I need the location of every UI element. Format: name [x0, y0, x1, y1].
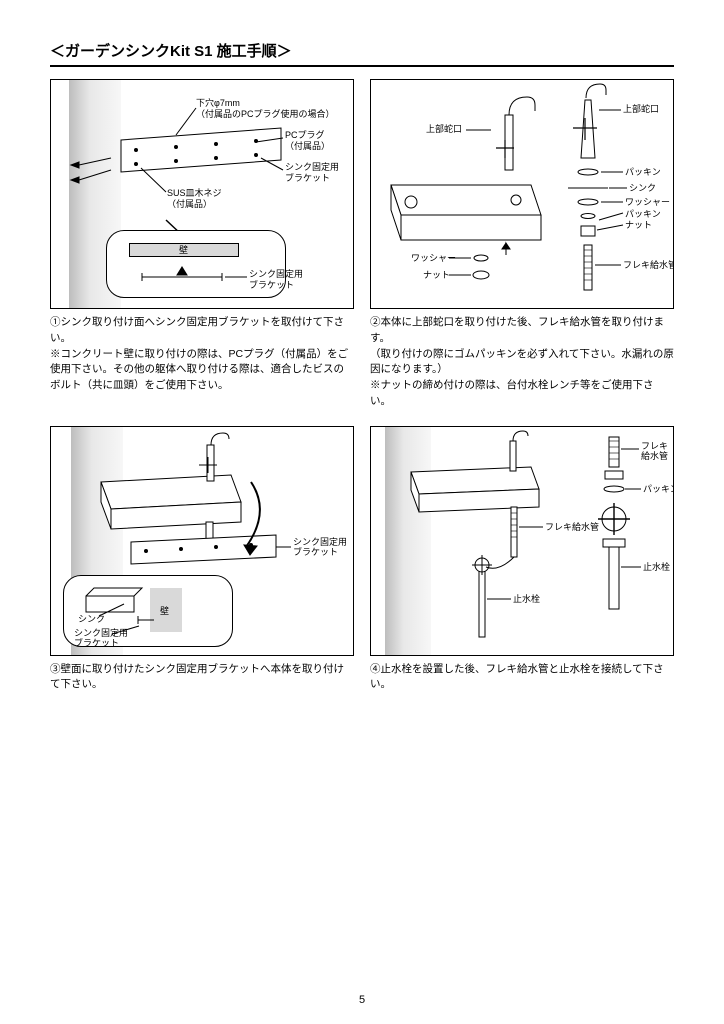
label-washer-r: ワッシャー: [625, 197, 670, 208]
label-pcplug: PCプラグ （付属品）: [285, 130, 330, 152]
step-3-panel: シンク固定用 ブラケット 壁: [50, 426, 354, 694]
label-flex-top: フレキ 給水管: [641, 441, 668, 463]
label-callout-bracket: シンク固定用 ブラケット: [249, 269, 303, 291]
page-title: ＜ガーデンシンクKit S1 施工手順＞: [50, 40, 674, 67]
label-bracket3: シンク固定用 ブラケット: [293, 537, 347, 559]
step-1-figure: 下穴φ7mm （付属品のPCプラグ使用の場合） PCプラグ （付属品） シンク固…: [50, 79, 354, 309]
label-packing4: パッキン: [643, 484, 674, 495]
label-flex: フレキ給水管: [623, 260, 674, 271]
label-bracket: シンク固定用 ブラケット: [285, 162, 339, 184]
page-number: 5: [359, 994, 365, 1006]
step-3-figure: シンク固定用 ブラケット 壁: [50, 426, 354, 656]
steps-grid: 下穴φ7mm （付属品のPCプラグ使用の場合） PCプラグ （付属品） シンク固…: [50, 79, 674, 693]
label-hole: 下穴φ7mm （付属品のPCプラグ使用の場合）: [196, 98, 335, 120]
step-1-callout: 壁 シンク固定用 ブラケット: [106, 230, 286, 298]
label-sink3: シンク: [78, 614, 105, 625]
step-4-figure: フレキ 給水管 パッキン 止水栓 フレキ給水管 止水栓: [370, 426, 674, 656]
label-faucet-left: 上部蛇口: [426, 124, 462, 135]
label-sink: シンク: [629, 183, 656, 194]
label-packing1: パッキン: [625, 167, 661, 178]
label-packing2: パッキン: [625, 209, 661, 220]
label-nut-r: ナット: [625, 220, 652, 231]
step-2-caption: ②本体に上部蛇口を取り付けた後、フレキ給水管を取り付けます。 （取り付けの際にゴ…: [370, 315, 674, 410]
label-faucet-right: 上部蛇口: [623, 104, 659, 115]
label-wall3: 壁: [160, 606, 169, 617]
step-2-figure: 上部蛇口 上部蛇口 パッキン シンク ワッシャー パッキン ナット フレキ給水管…: [370, 79, 674, 309]
step-1-panel: 下穴φ7mm （付属品のPCプラグ使用の場合） PCプラグ （付属品） シンク固…: [50, 79, 354, 410]
step-3-callout: 壁 シンク シンク固定用 ブラケット: [63, 575, 233, 647]
label-callout-bracket3: シンク固定用 ブラケット: [74, 628, 128, 650]
step-4-caption: ④止水栓を設置した後、フレキ給水管と止水栓を接続して下さい。: [370, 662, 674, 694]
label-nut-l: ナット: [423, 270, 450, 281]
label-stopvalve-l: 止水栓: [513, 594, 540, 605]
label-stopvalve-r: 止水栓: [643, 562, 670, 573]
step-1-caption: ①シンク取り付け面へシンク固定用ブラケットを取付けて下さい。 ※コンクリート壁に…: [50, 315, 354, 394]
label-screw: SUS皿木ネジ （付属品）: [167, 188, 222, 210]
step-3-caption: ③壁面に取り付けたシンク固定用ブラケットへ本体を取り付けて下さい。: [50, 662, 354, 694]
label-washer-l: ワッシャー: [411, 253, 456, 264]
step-4-panel: フレキ 給水管 パッキン 止水栓 フレキ給水管 止水栓 ④止水栓を設置した後、フ…: [370, 426, 674, 694]
label-flex-mid: フレキ給水管: [545, 522, 599, 533]
step-2-panel: 上部蛇口 上部蛇口 パッキン シンク ワッシャー パッキン ナット フレキ給水管…: [370, 79, 674, 410]
